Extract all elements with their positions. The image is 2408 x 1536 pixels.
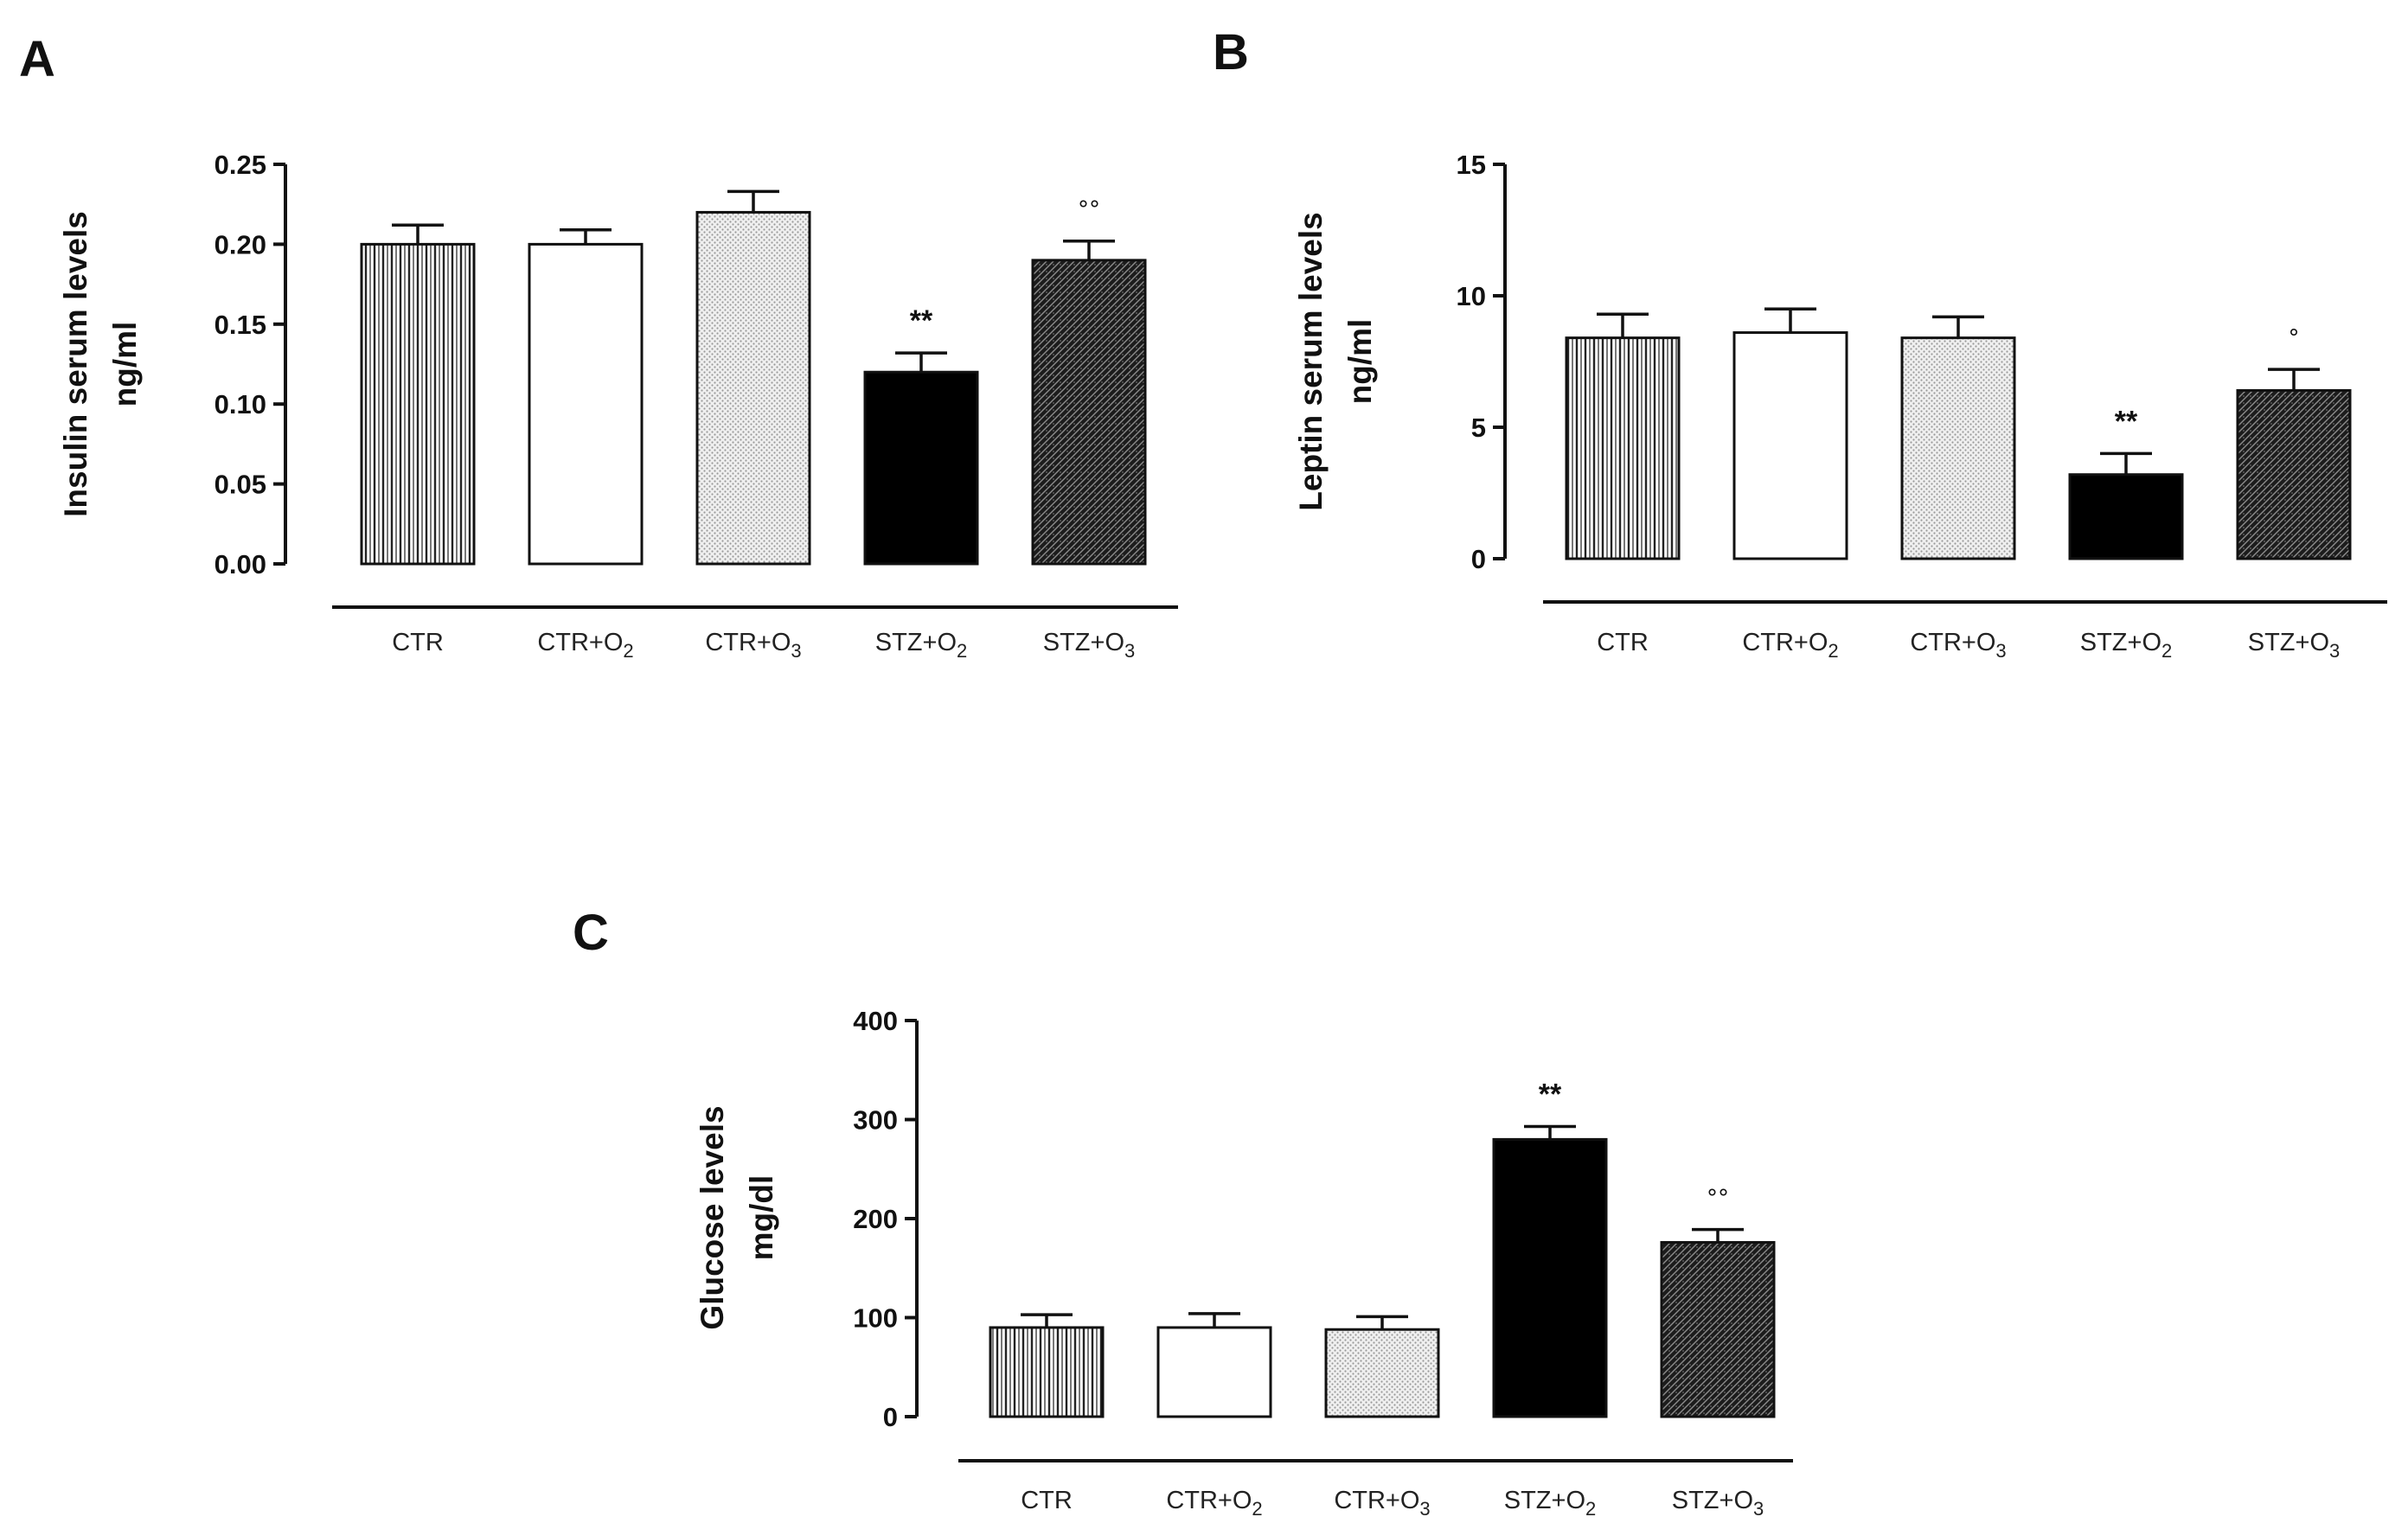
bar <box>1156 1326 1272 1418</box>
bar <box>1324 1328 1440 1418</box>
bar <box>1492 1137 1608 1418</box>
significance-marker: ° <box>2289 325 2300 351</box>
x-category-label: CTR <box>1597 629 1649 656</box>
y-axis-title: Insulin serum levels <box>58 211 93 517</box>
significance-marker: °° <box>1707 1186 1729 1212</box>
x-category-label: STZ+O3 <box>1672 1487 1764 1520</box>
bar <box>863 370 979 566</box>
bar <box>1031 259 1147 566</box>
panel-label: C <box>573 905 609 961</box>
bar <box>2236 388 2352 560</box>
x-category-label: CTR <box>1021 1487 1073 1514</box>
bar <box>360 242 476 566</box>
significance-marker: ** <box>2115 405 2138 438</box>
bar <box>528 242 644 566</box>
y-tick-label: 0 <box>883 1402 898 1432</box>
bar <box>695 210 811 566</box>
x-category-label: CTR+O3 <box>1334 1487 1430 1520</box>
significance-marker: °° <box>1078 197 1100 223</box>
panel-c-chart: C 0 100 200 300 400 Glucose levels mg/dl CTR CTR+… <box>573 905 1793 1520</box>
x-category-label: STZ+O3 <box>1043 629 1136 662</box>
y-axis-title: Leptin serum levels <box>1293 212 1329 510</box>
y-tick-label: 0 <box>1471 544 1486 574</box>
y-tick-label: 0.25 <box>215 150 266 180</box>
x-category-label: STZ+O2 <box>1504 1487 1597 1520</box>
bar <box>1732 331 1848 560</box>
bar <box>1565 336 1681 560</box>
y-tick-label: 15 <box>1457 150 1486 180</box>
y-tick-label: 0.05 <box>215 470 266 500</box>
y-tick-label: 5 <box>1471 413 1486 443</box>
panel-label: A <box>19 31 55 87</box>
panel-b-chart: B 0 5 10 15 Leptin serum levels ng/ml CTR CTR+O2… <box>1213 24 2387 662</box>
significance-marker: ** <box>1539 1078 1562 1111</box>
x-category-label: CTR+O2 <box>1742 629 1838 662</box>
x-category-label: CTR <box>392 629 444 656</box>
bar <box>1660 1240 1776 1418</box>
y-tick-label: 10 <box>1457 281 1486 311</box>
y-tick-label: 0.15 <box>215 310 266 340</box>
x-category-label: CTR+O2 <box>537 629 633 662</box>
x-category-label: CTR+O3 <box>1910 629 2006 662</box>
y-axis-unit: mg/dl <box>744 1175 779 1261</box>
y-tick-label: 0.10 <box>215 389 266 419</box>
x-category-label: STZ+O2 <box>2080 629 2173 662</box>
y-tick-label: 300 <box>853 1105 898 1136</box>
x-category-label: CTR+O2 <box>1166 1487 1262 1520</box>
y-axis-title: Glucose levels <box>695 1105 730 1329</box>
y-tick-label: 200 <box>853 1204 898 1234</box>
bar <box>989 1326 1105 1418</box>
y-tick-label: 400 <box>853 1006 898 1036</box>
bar <box>1900 336 2016 560</box>
x-category-label: STZ+O2 <box>875 629 968 662</box>
y-tick-label: 0.00 <box>215 549 266 579</box>
y-axis-unit: ng/ml <box>107 322 143 407</box>
bar <box>2068 473 2184 560</box>
y-axis-unit: ng/ml <box>1342 319 1378 405</box>
panel-label: B <box>1213 24 1249 80</box>
panel-a-chart: A 0.00 0.05 0.10 0.15 0.20 0.25 Insulin serum l… <box>19 31 1178 662</box>
x-category-label: STZ+O3 <box>2248 629 2341 662</box>
y-tick-label: 0.20 <box>215 229 266 259</box>
significance-marker: ** <box>910 304 933 337</box>
x-category-label: CTR+O3 <box>705 629 801 662</box>
y-tick-label: 100 <box>853 1303 898 1334</box>
